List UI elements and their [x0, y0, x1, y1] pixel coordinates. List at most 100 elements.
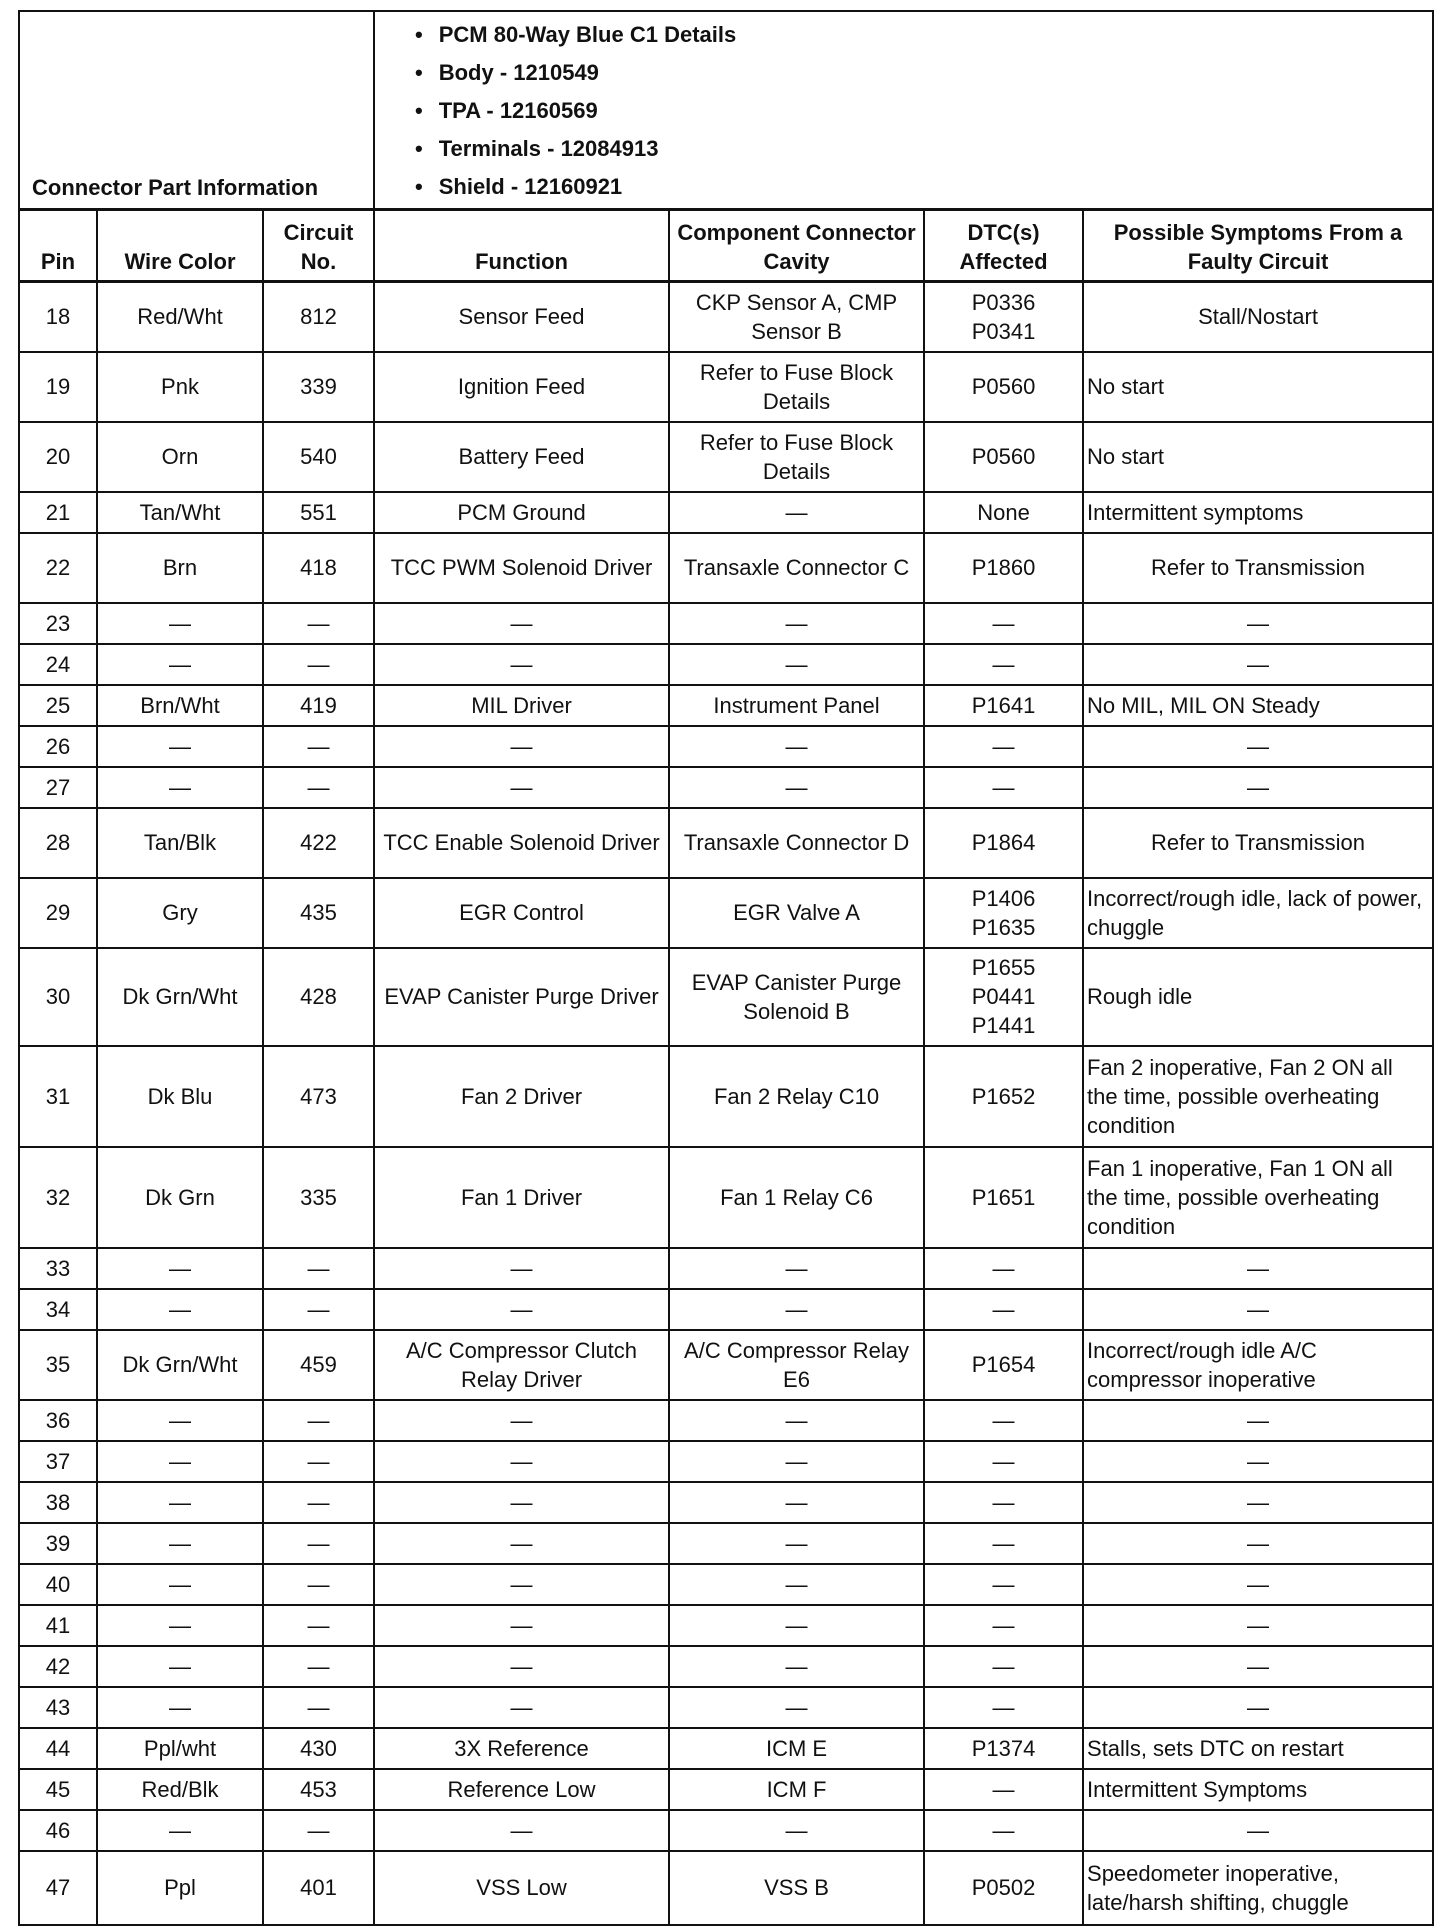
- circuit-cell: —: [261, 1644, 376, 1688]
- wire-color-cell: —: [96, 724, 264, 768]
- connector-detail: Shield - 12160921: [415, 168, 1431, 206]
- symptom-cell: Intermittent Symptoms: [1082, 1767, 1435, 1811]
- dtc-cell: P1374: [923, 1726, 1085, 1770]
- component-cell: —: [668, 1398, 926, 1442]
- function-cell: TCC PWM Solenoid Driver: [373, 531, 671, 604]
- dtc-cell: —: [923, 1439, 1085, 1483]
- table-row: 30 Dk Grn/Wht 428 EVAP Canister Purge Drive…: [18, 946, 1435, 1047]
- dtc-cell: P1654: [923, 1328, 1085, 1401]
- circuit-cell: 428: [261, 946, 376, 1047]
- function-cell: —: [373, 1562, 671, 1606]
- circuit-cell: —: [261, 724, 376, 768]
- component-cell: —: [668, 490, 926, 534]
- pin-cell: 30: [18, 946, 98, 1047]
- table-row: 38— — — — — —: [18, 1480, 1435, 1524]
- table-row: 46— — — — — —: [18, 1808, 1435, 1852]
- component-cell: Refer to Fuse Block Details: [668, 350, 926, 423]
- symptom-cell: Fan 1 inoperative, Fan 1 ON all the time…: [1082, 1145, 1435, 1249]
- circuit-cell: 551: [261, 490, 376, 534]
- wire-color-cell: Orn: [96, 420, 264, 493]
- connector-details: PCM 80-Way Blue C1 Details Body - 121054…: [373, 10, 1435, 211]
- dtc-cell: P1860: [923, 531, 1085, 604]
- header-pin: Pin: [18, 208, 98, 283]
- component-cell: Fan 1 Relay C6: [668, 1145, 926, 1249]
- connector-detail: Terminals - 12084913: [415, 130, 1431, 168]
- pin-cell: 24: [18, 642, 98, 686]
- circuit-cell: —: [261, 1398, 376, 1442]
- function-cell: —: [373, 1644, 671, 1688]
- component-cell: Instrument Panel: [668, 683, 926, 727]
- symptom-cell: —: [1082, 642, 1435, 686]
- function-cell: TCC Enable Solenoid Driver: [373, 806, 671, 879]
- component-cell: —: [668, 765, 926, 809]
- component-cell: —: [668, 601, 926, 645]
- pin-cell: 34: [18, 1287, 98, 1331]
- function-cell: —: [373, 724, 671, 768]
- component-cell: ICM E: [668, 1726, 926, 1770]
- pin-cell: 37: [18, 1439, 98, 1483]
- header-component-cavity: Component Connector Cavity: [668, 208, 926, 283]
- wire-color-cell: —: [96, 1685, 264, 1729]
- wire-color-cell: —: [96, 1287, 264, 1331]
- header-function: Function: [373, 208, 671, 283]
- wire-color-cell: —: [96, 642, 264, 686]
- circuit-cell: 401: [261, 1849, 376, 1926]
- dtc-cell: P0560: [923, 350, 1085, 423]
- component-cell: —: [668, 1603, 926, 1647]
- component-cell: —: [668, 1644, 926, 1688]
- component-cell: —: [668, 1287, 926, 1331]
- dtc-cell: P0502: [923, 1849, 1085, 1926]
- table-row: 19 Pnk 339 Ignition Feed Refer to Fuse Block…: [18, 350, 1435, 423]
- circuit-cell: 540: [261, 420, 376, 493]
- wire-color-cell: —: [96, 1521, 264, 1565]
- circuit-cell: —: [261, 1439, 376, 1483]
- dtc-cell: P0336 P0341: [923, 280, 1085, 353]
- dtc-cell: P1406 P1635: [923, 876, 1085, 949]
- component-cell: VSS B: [668, 1849, 926, 1926]
- function-cell: —: [373, 642, 671, 686]
- table-row: 23— — — — — —: [18, 601, 1435, 645]
- wire-color-cell: Brn: [96, 531, 264, 604]
- table-row: 31 Dk Blu 473 Fan 2 Driver Fan 2 Relay C10 P1…: [18, 1044, 1435, 1148]
- symptom-cell: —: [1082, 1521, 1435, 1565]
- pin-cell: 45: [18, 1767, 98, 1811]
- wire-color-cell: —: [96, 1480, 264, 1524]
- pin-cell: 33: [18, 1246, 98, 1290]
- function-cell: —: [373, 1480, 671, 1524]
- dtc-cell: —: [923, 1398, 1085, 1442]
- symptom-cell: Fan 2 inoperative, Fan 2 ON all the time…: [1082, 1044, 1435, 1148]
- circuit-cell: 339: [261, 350, 376, 423]
- symptom-cell: —: [1082, 1480, 1435, 1524]
- function-cell: Sensor Feed: [373, 280, 671, 353]
- symptom-cell: —: [1082, 1685, 1435, 1729]
- pin-cell: 42: [18, 1644, 98, 1688]
- dtc-cell: P0560: [923, 420, 1085, 493]
- dtc-cell: —: [923, 642, 1085, 686]
- pin-cell: 22: [18, 531, 98, 604]
- component-cell: —: [668, 1521, 926, 1565]
- table-row: 36— — — — — —: [18, 1398, 1435, 1442]
- function-cell: PCM Ground: [373, 490, 671, 534]
- header-dtc: DTC(s) Affected: [923, 208, 1085, 283]
- table-row: 47 Ppl 401 VSS Low VSS B P0502 Speedometer ino…: [18, 1849, 1435, 1926]
- table-row: 39— — — — — —: [18, 1521, 1435, 1565]
- symptom-cell: Stall/Nostart: [1082, 280, 1435, 353]
- symptom-cell: —: [1082, 765, 1435, 809]
- pin-cell: 19: [18, 350, 98, 423]
- symptom-cell: No start: [1082, 350, 1435, 423]
- pin-cell: 44: [18, 1726, 98, 1770]
- circuit-cell: 422: [261, 806, 376, 879]
- circuit-cell: —: [261, 1287, 376, 1331]
- component-cell: —: [668, 1562, 926, 1606]
- wire-color-cell: Tan/Blk: [96, 806, 264, 879]
- function-cell: —: [373, 1685, 671, 1729]
- connector-info-label: Connector Part Information: [17, 10, 376, 211]
- component-cell: —: [668, 1480, 926, 1524]
- component-cell: Transaxle Connector C: [668, 531, 926, 604]
- component-cell: Fan 2 Relay C10: [668, 1044, 926, 1148]
- dtc-cell: P1651: [923, 1145, 1085, 1249]
- pin-cell: 18: [18, 280, 98, 353]
- wire-color-cell: —: [96, 1603, 264, 1647]
- component-cell: Transaxle Connector D: [668, 806, 926, 879]
- wire-color-cell: Brn/Wht: [96, 683, 264, 727]
